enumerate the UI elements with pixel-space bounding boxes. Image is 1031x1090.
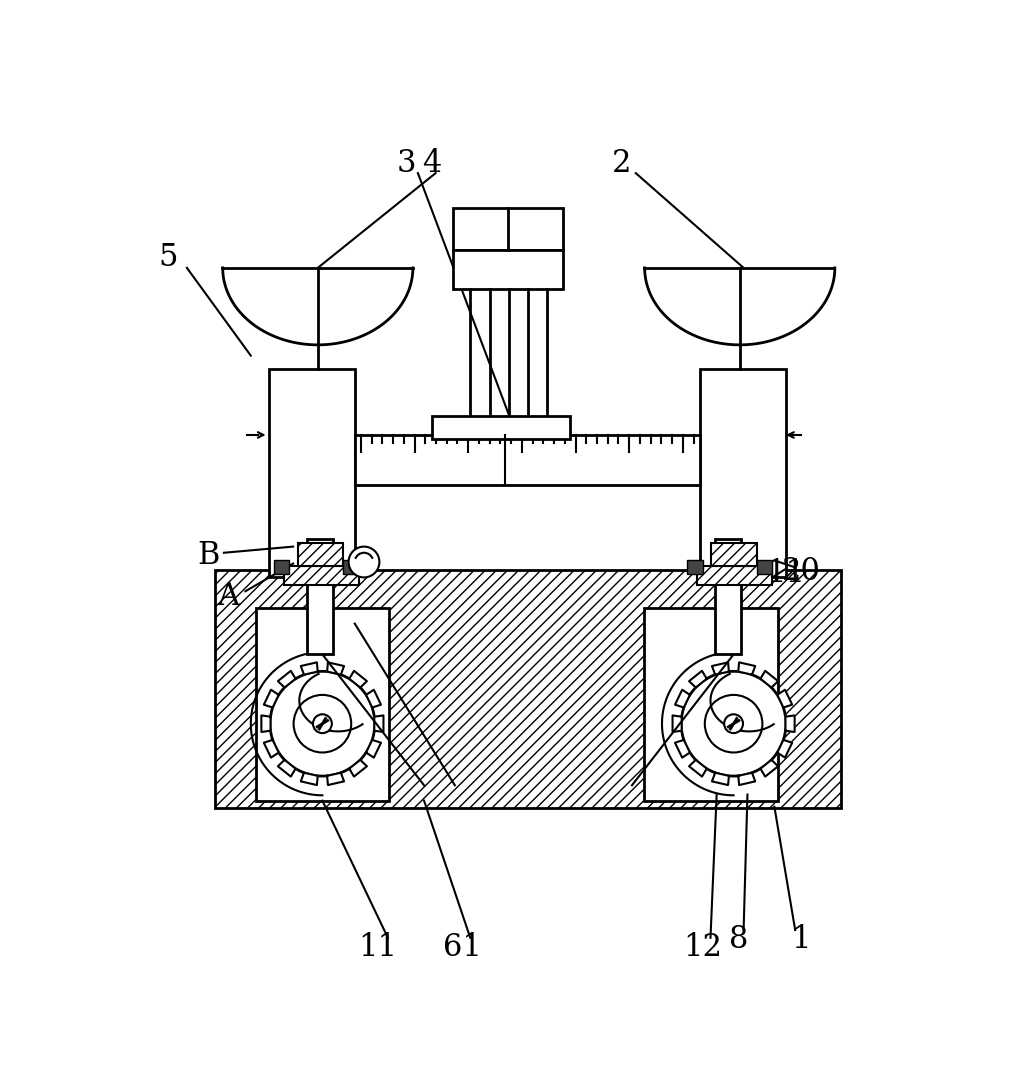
Text: 8: 8: [729, 924, 747, 955]
Bar: [700, 370, 786, 578]
Polygon shape: [675, 740, 690, 758]
Bar: [454, 208, 563, 250]
Text: 5: 5: [159, 242, 178, 274]
Polygon shape: [301, 663, 318, 675]
Polygon shape: [366, 740, 381, 758]
Bar: [697, 566, 772, 585]
Polygon shape: [301, 773, 318, 785]
Polygon shape: [278, 760, 296, 776]
Circle shape: [681, 671, 786, 776]
Text: 20: 20: [781, 556, 821, 586]
Bar: [757, 559, 772, 573]
Circle shape: [294, 695, 352, 752]
Text: 11: 11: [359, 932, 397, 962]
Polygon shape: [366, 690, 381, 707]
Polygon shape: [672, 715, 681, 732]
Bar: [298, 543, 343, 566]
Bar: [214, 570, 841, 809]
Polygon shape: [777, 690, 792, 707]
Polygon shape: [327, 663, 344, 675]
Bar: [432, 415, 570, 439]
Polygon shape: [262, 715, 270, 732]
Polygon shape: [777, 740, 792, 758]
Text: 2: 2: [612, 147, 632, 179]
Polygon shape: [761, 670, 778, 688]
Polygon shape: [712, 773, 729, 785]
Bar: [716, 538, 741, 654]
Polygon shape: [264, 690, 278, 707]
Polygon shape: [786, 715, 795, 732]
Polygon shape: [738, 773, 756, 785]
Text: 12: 12: [684, 932, 723, 962]
Circle shape: [270, 671, 375, 776]
Polygon shape: [278, 670, 296, 688]
Text: A: A: [218, 581, 239, 613]
Bar: [688, 559, 703, 573]
Circle shape: [313, 714, 332, 734]
Bar: [256, 608, 390, 801]
Bar: [643, 608, 778, 801]
Bar: [274, 559, 290, 573]
Bar: [284, 566, 359, 585]
Polygon shape: [761, 760, 778, 776]
Bar: [711, 543, 757, 566]
Polygon shape: [264, 740, 278, 758]
Text: 11: 11: [766, 558, 805, 589]
Text: 1: 1: [792, 924, 811, 955]
Bar: [355, 435, 700, 485]
Text: 4: 4: [422, 147, 441, 179]
Polygon shape: [350, 670, 367, 688]
Polygon shape: [675, 690, 690, 707]
Text: 61: 61: [443, 932, 481, 962]
Circle shape: [348, 546, 379, 578]
Bar: [454, 250, 563, 289]
Polygon shape: [374, 715, 384, 732]
Text: 3: 3: [397, 147, 417, 179]
Polygon shape: [327, 773, 344, 785]
Bar: [343, 559, 359, 573]
Polygon shape: [689, 670, 706, 688]
Polygon shape: [350, 760, 367, 776]
Bar: [268, 370, 355, 578]
Circle shape: [705, 695, 762, 752]
Polygon shape: [712, 663, 729, 675]
Polygon shape: [738, 663, 756, 675]
Bar: [307, 538, 333, 654]
Polygon shape: [689, 760, 706, 776]
Text: B: B: [197, 541, 220, 571]
Circle shape: [724, 714, 743, 734]
